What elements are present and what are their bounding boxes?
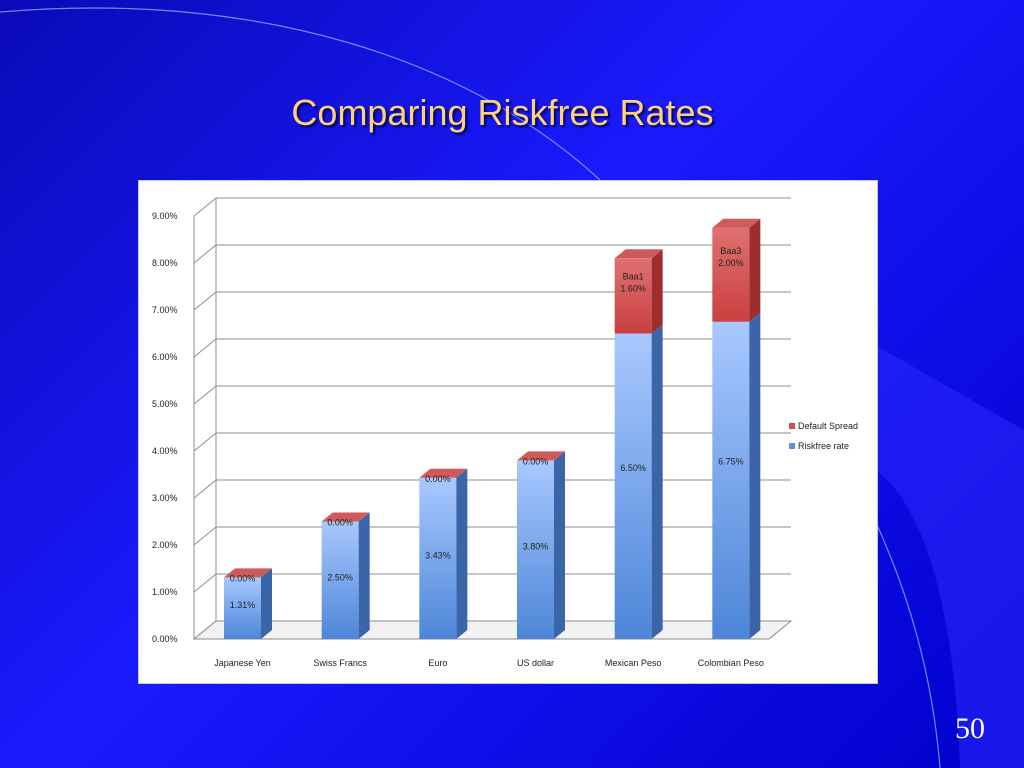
gridline-depth (193, 197, 217, 217)
chart-floor (192, 620, 793, 640)
bar-top-colombian-peso (712, 218, 761, 228)
gridline-depth (193, 526, 217, 546)
legend-swatch (789, 423, 795, 429)
data-label-spread: 0.00% (523, 456, 549, 466)
data-label-spread: Baa3 (720, 246, 741, 256)
y-tick-label: 3.00% (152, 493, 178, 503)
bar-riskfree-us-dollar (517, 460, 554, 639)
bar-riskfree-side-colombian-peso (749, 312, 761, 639)
legend-label: Default Spread (798, 421, 858, 431)
data-label-spread: 1.60% (620, 283, 646, 293)
bar-riskfree-euro (419, 477, 457, 639)
bar-top-swiss-francs (321, 512, 370, 522)
bar-riskfree-side-swiss-francs (358, 512, 370, 639)
legend-swatch (789, 443, 795, 449)
x-tick-label: Euro (428, 658, 447, 668)
data-label-spread: 0.00% (425, 474, 451, 484)
slide-title: Comparing Riskfree Rates (291, 92, 714, 133)
data-label-riskfree: 3.43% (425, 550, 451, 560)
bar-top-mexican-peso (614, 249, 663, 259)
y-tick-label: 1.00% (152, 587, 178, 597)
bar-spread-side-mexican-peso (651, 249, 663, 334)
slide-number: 50 (955, 712, 985, 745)
y-tick-label: 0.00% (152, 634, 178, 644)
y-tick-label: 7.00% (152, 305, 178, 315)
y-tick-label: 4.00% (152, 446, 178, 456)
x-tick-label: Mexican Peso (605, 658, 662, 668)
data-label-spread: 2.00% (718, 258, 744, 268)
gridline-depth (193, 338, 217, 358)
data-label-riskfree: 6.75% (718, 457, 744, 467)
bar-riskfree-japanese-yen (224, 577, 261, 639)
gridline-depth (193, 573, 217, 593)
chart-panel: 0.00% 1.00% 2.00% 3.00% 4.00% 5.00% 6.00% 7.00%… (138, 180, 878, 684)
x-tick-label: US dollar (517, 658, 554, 668)
bar-riskfree-colombian-peso (712, 321, 750, 639)
stacked-bar-chart: 0.00% 1.00% 2.00% 3.00% 4.00% 5.00% 6.00% 7.00%… (152, 197, 858, 668)
data-label-riskfree: 2.50% (327, 572, 353, 582)
gridline-depth (193, 385, 217, 405)
bar-spread-side-colombian-peso (749, 218, 761, 322)
bar-top-us-dollar (517, 451, 565, 461)
gridline-depth (193, 479, 217, 499)
bar-top-japanese-yen (224, 568, 272, 578)
bar-riskfree-mexican-peso (614, 333, 652, 639)
bar-riskfree-swiss-francs (321, 521, 359, 639)
x-tick-label: Swiss Francs (313, 658, 367, 668)
data-label-spread: 0.00% (230, 573, 256, 583)
y-tick-label: 2.00% (152, 540, 178, 550)
x-tick-label: Japanese Yen (214, 658, 271, 668)
bar-riskfree-side-euro (456, 468, 468, 639)
x-tick-label: Colombian Peso (698, 658, 764, 668)
data-label-spread: Baa1 (623, 271, 644, 281)
data-label-spread: 0.00% (327, 518, 353, 528)
bar-riskfree-side-japanese-yen (261, 568, 272, 639)
legend-label: Riskfree rate (798, 441, 849, 451)
y-tick-label: 6.00% (152, 352, 178, 362)
y-tick-label: 5.00% (152, 399, 178, 409)
bar-spread-mexican-peso (614, 258, 652, 334)
data-label-riskfree: 1.31% (230, 600, 256, 610)
gridline-depth (193, 432, 217, 452)
data-label-riskfree: 6.50% (620, 463, 646, 473)
y-tick-label: 9.00% (152, 211, 178, 221)
bar-riskfree-side-mexican-peso (651, 324, 663, 639)
bar-top-euro (419, 468, 468, 478)
bar-riskfree-side-us-dollar (554, 451, 565, 639)
gridline-depth (193, 244, 217, 264)
y-tick-label: 8.00% (152, 258, 178, 268)
gridline-depth (193, 291, 217, 311)
data-label-riskfree: 3.80% (523, 542, 549, 552)
bar-spread-colombian-peso (712, 227, 750, 322)
